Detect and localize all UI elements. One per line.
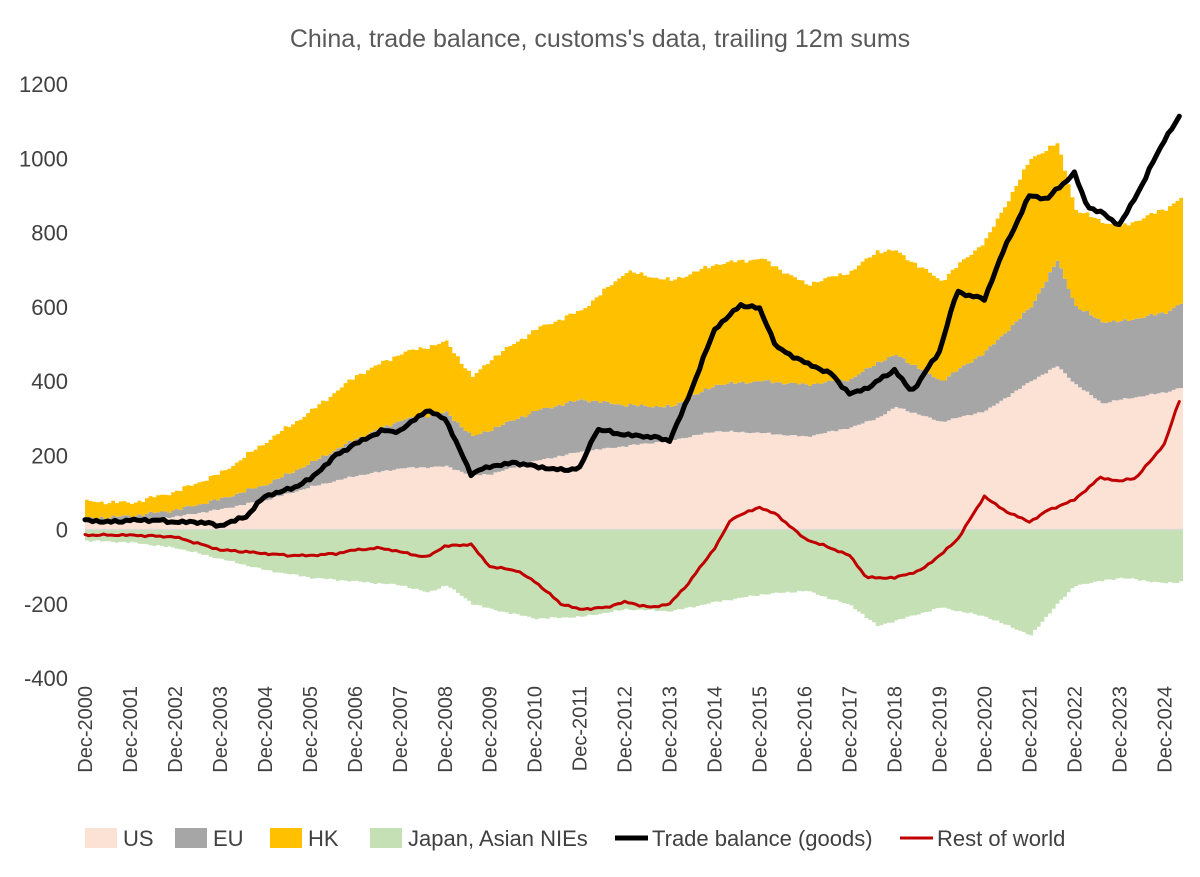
x-tick-label: Dec-2023 [1109, 686, 1131, 773]
line-rest-of-world [83, 400, 1181, 611]
line-layer [82, 113, 1182, 611]
tick-layer: 1200 1000 800 600 400 200 0 -200 -400 Dec-2000 Dec… [19, 72, 1176, 773]
area-us [85, 366, 1183, 530]
legend-item-trade-balance-goods: Trade balance (goods) [615, 826, 873, 851]
legend-label: EU [213, 826, 244, 851]
y-tick-label: -400 [24, 666, 68, 691]
x-tick-label: Dec-2015 [750, 686, 772, 773]
legend-swatch [270, 828, 302, 848]
x-tick-label: Dec-2001 [120, 686, 142, 773]
x-tick-label: Dec-2004 [255, 686, 277, 773]
legend-item-rest-of-world: Rest of world [900, 826, 1065, 851]
x-tick-label: Dec-2018 [884, 686, 906, 773]
x-tick-label: Dec-2016 [795, 686, 817, 773]
x-tick-label: Dec-2022 [1064, 686, 1086, 773]
area-japan-asian-nies [85, 529, 1183, 636]
x-tick-label: Dec-2007 [390, 686, 412, 773]
x-tick-label: Dec-2000 [75, 686, 97, 773]
y-tick-label: 600 [31, 295, 68, 320]
y-tick-label: 800 [31, 221, 68, 246]
x-tick-label: Dec-2019 [929, 686, 951, 773]
x-tick-label: Dec-2006 [345, 686, 367, 773]
area-layer [85, 143, 1183, 636]
x-tick-label: Dec-2008 [435, 686, 457, 773]
x-tick-label: Dec-2005 [300, 686, 322, 773]
legend-swatch [175, 828, 207, 848]
legend-item-hk: HK [270, 826, 339, 851]
legend-label: HK [308, 826, 339, 851]
legend-label: Trade balance (goods) [652, 826, 873, 851]
legend-label: Japan, Asian NIEs [408, 826, 588, 851]
legend: US EU HK Japan, Asian NIEs Trade balance (go… [85, 826, 1065, 851]
area-hk [85, 143, 1183, 519]
legend-label: Rest of world [937, 826, 1065, 851]
x-tick-label: Dec-2013 [660, 686, 682, 773]
y-tick-label: 400 [31, 369, 68, 394]
x-tick-label: Dec-2017 [839, 686, 861, 773]
legend-swatch [370, 828, 402, 848]
x-tick-label: Dec-2024 [1154, 686, 1176, 773]
y-tick-label: 0 [56, 518, 68, 543]
legend-label: US [123, 826, 154, 851]
y-tick-label: -200 [24, 592, 68, 617]
legend-item-eu: EU [175, 826, 244, 851]
x-tick-label: Dec-2021 [1019, 686, 1041, 773]
x-tick-label: Dec-2002 [165, 686, 187, 773]
chart-title: China, trade balance, customs's data, tr… [290, 25, 910, 53]
area-eu [85, 260, 1183, 523]
x-tick-label: Dec-2011 [570, 686, 592, 771]
legend-item-japan-asian-nies: Japan, Asian NIEs [370, 826, 588, 851]
x-tick-label: Dec-2003 [210, 686, 232, 773]
x-tick-label: Dec-2010 [525, 686, 547, 773]
x-tick-label: Dec-2020 [974, 686, 996, 773]
y-tick-label: 200 [31, 443, 68, 468]
y-tick-label: 1200 [19, 72, 68, 97]
legend-item-us: US [85, 826, 154, 851]
x-tick-label: Dec-2012 [615, 686, 637, 773]
x-tick-label: Dec-2014 [705, 686, 727, 773]
legend-swatch [85, 828, 117, 848]
line-trade-balance-goods [82, 113, 1182, 529]
x-tick-label: Dec-2009 [480, 686, 502, 773]
y-tick-label: 1000 [19, 146, 68, 171]
